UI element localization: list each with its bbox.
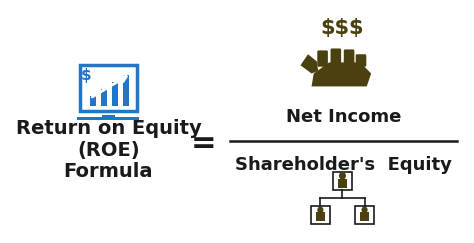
Text: $$$: $$$ bbox=[321, 18, 364, 38]
Circle shape bbox=[317, 207, 323, 213]
Circle shape bbox=[339, 172, 346, 180]
Text: (ROE): (ROE) bbox=[77, 141, 140, 160]
FancyBboxPatch shape bbox=[316, 212, 325, 221]
FancyBboxPatch shape bbox=[337, 179, 347, 188]
Text: Net Income: Net Income bbox=[286, 108, 401, 126]
Text: $: $ bbox=[81, 68, 91, 83]
Polygon shape bbox=[311, 62, 371, 87]
FancyBboxPatch shape bbox=[360, 212, 369, 221]
FancyBboxPatch shape bbox=[330, 48, 341, 67]
FancyBboxPatch shape bbox=[356, 54, 366, 67]
FancyBboxPatch shape bbox=[333, 172, 352, 190]
Text: Shareholder's  Equity: Shareholder's Equity bbox=[235, 156, 452, 174]
FancyBboxPatch shape bbox=[317, 50, 328, 67]
Text: Formula: Formula bbox=[64, 163, 153, 182]
Bar bbox=[123, 75, 129, 106]
Text: =: = bbox=[191, 129, 216, 158]
Bar bbox=[77, 117, 139, 120]
Bar bbox=[101, 89, 107, 106]
FancyBboxPatch shape bbox=[310, 206, 330, 224]
Bar bbox=[112, 82, 118, 106]
FancyBboxPatch shape bbox=[80, 65, 137, 111]
FancyBboxPatch shape bbox=[344, 49, 355, 67]
Bar bbox=[102, 114, 115, 118]
Polygon shape bbox=[301, 54, 318, 73]
Text: Return on Equity: Return on Equity bbox=[16, 119, 201, 138]
FancyBboxPatch shape bbox=[355, 206, 374, 224]
Circle shape bbox=[362, 207, 368, 213]
Bar bbox=[90, 95, 96, 106]
